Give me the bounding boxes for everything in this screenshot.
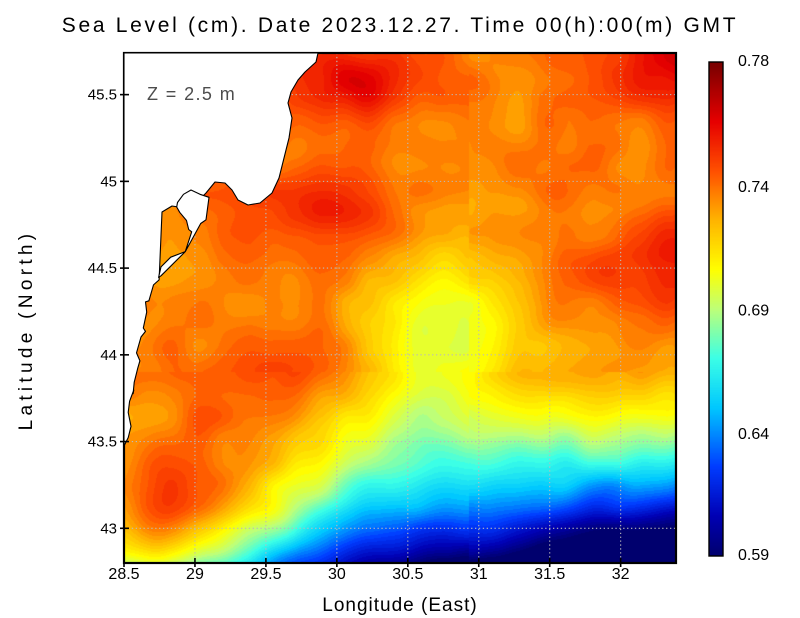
svg-text:44: 44 <box>100 347 117 364</box>
svg-text:32: 32 <box>612 566 630 583</box>
svg-text:30.5: 30.5 <box>392 566 423 583</box>
svg-text:44.5: 44.5 <box>88 260 117 277</box>
svg-text:29: 29 <box>186 566 204 583</box>
svg-text:45.5: 45.5 <box>88 87 117 104</box>
svg-text:Longitude (East): Longitude (East) <box>322 595 477 616</box>
svg-text:45: 45 <box>100 173 117 190</box>
svg-text:0.69: 0.69 <box>738 302 769 319</box>
svg-text:0.78: 0.78 <box>738 53 769 70</box>
svg-text:28.5: 28.5 <box>108 566 139 583</box>
svg-text:0.74: 0.74 <box>738 179 769 196</box>
svg-text:29.5: 29.5 <box>250 566 281 583</box>
svg-text:0.59: 0.59 <box>738 547 769 564</box>
svg-text:43: 43 <box>100 520 117 537</box>
svg-text:Latitude (North): Latitude (North) <box>16 230 37 431</box>
svg-text:30: 30 <box>328 566 346 583</box>
svg-text:0.64: 0.64 <box>738 426 769 443</box>
svg-text:Sea Level (cm). Date 2023.12.2: Sea Level (cm). Date 2023.12.27. Time 00… <box>62 14 738 37</box>
svg-text:43.5: 43.5 <box>88 434 117 451</box>
svg-text:31: 31 <box>470 566 488 583</box>
svg-text:31.5: 31.5 <box>534 566 565 583</box>
